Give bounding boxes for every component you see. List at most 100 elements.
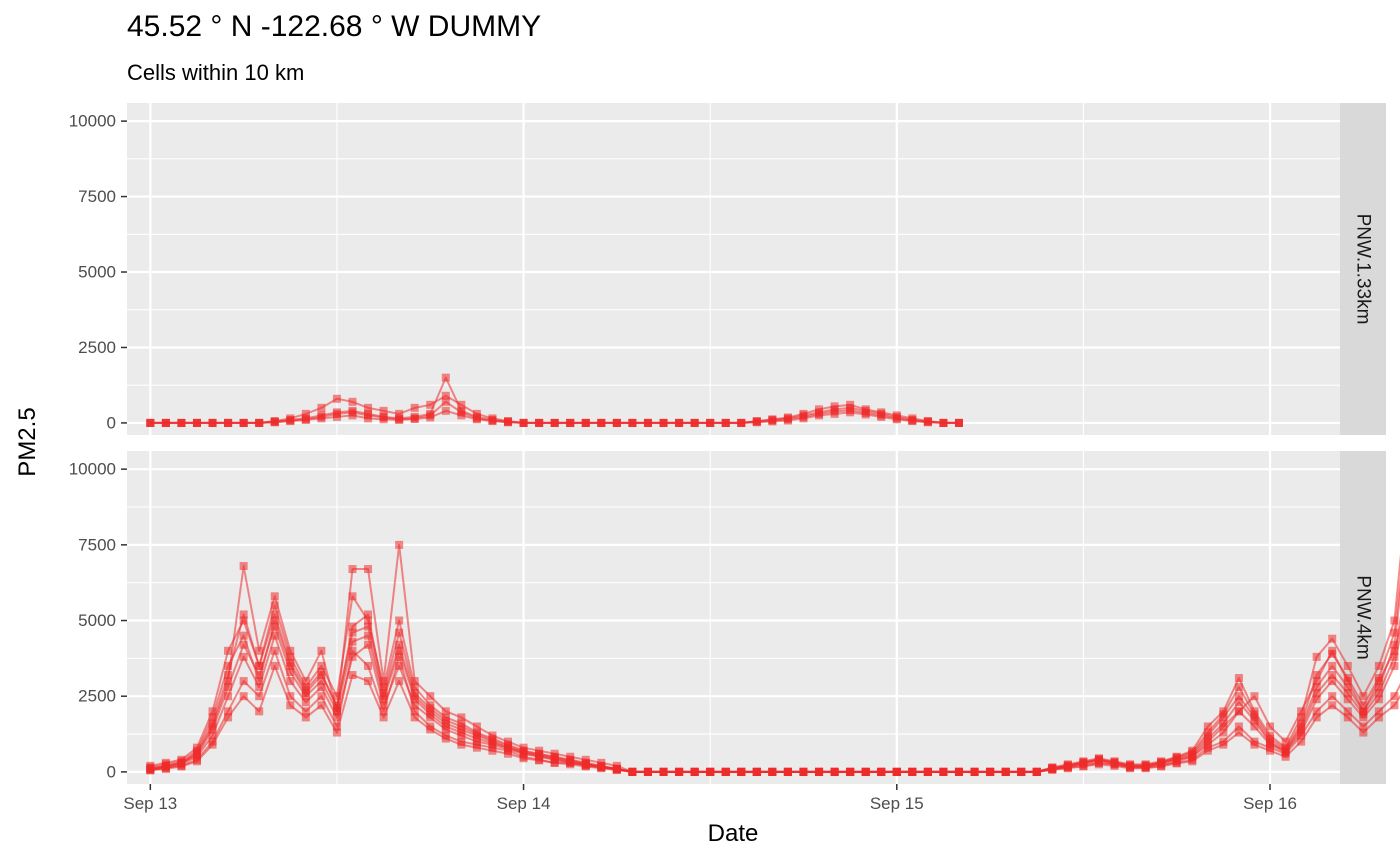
panel-2-series-8-point [364,610,373,619]
panel-2-series-5-point [1343,695,1352,704]
panel-2-series-2-point [1203,722,1212,731]
panel-1-series-4-point [348,411,357,420]
panel-2-series-1-point [286,646,295,655]
panel-1-series-3-point [426,400,435,409]
panel-2-series-6-point [410,695,419,704]
panel-2-series-8-point [1157,758,1166,767]
panel-2-series-8-point [441,716,450,725]
panel-2-series-7-point [395,677,404,686]
panel-2-series-6-point [426,710,435,719]
panel-2-series-8-point [939,767,948,776]
panel-2-series-2-point [1312,652,1321,661]
panel-2-series-6-point [364,631,373,640]
panel-2-series-6-point [286,667,295,676]
panel-2-series-5-point [1250,722,1259,731]
panel-2-series-5-point [208,731,217,740]
panel-2-series-8-point [1219,710,1228,719]
panel-2-series-6-point [441,722,450,731]
panel-1-series-4-point [301,415,310,424]
panel-2-series-7-point [224,713,233,722]
panel-2-series-8-point [177,759,186,768]
panel-2-series-8-point [1266,734,1275,743]
panel-2-series-5-point [379,701,388,710]
panel-2-series-2-point [1343,661,1352,670]
panel-1-series-4-point [892,415,901,424]
panel-2-series-8-point [721,767,730,776]
panel-1-series-4-point [597,418,606,427]
panel-1-series-4-point [612,418,621,427]
panel-2-series-7-point [457,740,466,749]
panel-1-series-3-point [846,400,855,409]
panel-2-series-3-point [1312,707,1321,716]
panel-2-series-6-point [1328,671,1337,680]
panel-2-series-7-point [379,713,388,722]
panel-2-series-8-point [270,610,279,619]
panel-2-series-1-point [410,677,419,686]
panel-1-series-4-point [317,414,326,423]
panel-1-series-4-point [768,417,777,426]
panel-1-series-4-point [581,418,590,427]
panel-1-series-4-point [519,418,528,427]
panel-1-series-4-point [737,418,746,427]
panel-2-series-5-point [1390,661,1399,670]
panel-2-series-8-point [1001,767,1010,776]
panel-2-series-8-point [1234,683,1243,692]
panel-2-series-1-point [1250,692,1259,701]
panel-2-series-8-point [379,689,388,698]
panel-2-series-4-point [255,677,264,686]
panel-2-series-4-point [224,661,233,670]
panel-2-series-8-point [239,610,248,619]
panel-1-series-4-point [472,415,481,424]
panel-2-series-5-point [395,661,404,670]
panel-1-series-4-point [877,412,886,421]
panel-1-series-4-point [208,418,217,427]
panel-2-series-8-point [1297,719,1306,728]
panel-2-series-8-point [348,622,357,631]
panel-2-series-7-point [239,692,248,701]
panel-2-series-8-point [255,661,264,670]
panel-2-series-8-point [519,747,528,756]
panel-2-series-7-point [1266,746,1275,755]
panel-2-series-5-point [1312,695,1321,704]
panel-2-series-7-point [317,701,326,710]
panel-1-series-4-point [643,418,652,427]
panel-2-series-8-point [208,719,217,728]
panel-2-series-1-point [364,565,373,574]
panel-2-series-7-point [1079,762,1088,771]
panel-2-series-2-point [1374,661,1383,670]
panel-2-series-8-point [970,767,979,776]
panel-2-series-3-point [301,707,310,716]
panel-2-series-8-point [550,753,559,762]
panel-1-series-4-point [457,411,466,420]
panel-1-series-4-point [783,416,792,425]
panel-2-series-3-point [239,677,248,686]
panel-2-series-6-point [270,622,279,631]
panel-2-series-6-point [457,728,466,737]
panel-2-series-7-point [301,713,310,722]
panel-2-series-2-point [317,661,326,670]
panel-1-series-3-point [317,403,326,412]
panel-1-series-3-point [830,402,839,411]
panel-1-series-4-point [441,406,450,415]
panel-1-series-4-point [426,413,435,422]
panel-2-series-8-point [830,767,839,776]
panel-2-series-8-point [690,767,699,776]
panel-2-series-2-point [395,616,404,625]
panel-1-series-4-point [566,418,575,427]
panel-2-series-8-point [597,762,606,771]
panel-2-series-7-point [488,746,497,755]
panel-1-series-4-point [270,418,279,427]
panel-2-series-3-point [1234,722,1243,731]
panel-1-series-4-point [939,418,948,427]
panel-1-series-4-point [550,418,559,427]
panel-2-series-5-point [1374,695,1383,704]
panel-2-series-2-point [364,616,373,625]
panel-2-series-6-point [208,725,217,734]
panel-2-series-7-point [1094,760,1103,769]
panel-2-series-6-point [395,646,404,655]
panel-2-series-7-point [270,661,279,670]
panel-2-series-7-point [1250,740,1259,749]
panel-2-series-1-point [441,707,450,716]
panel-2-series-1-point [1266,722,1275,731]
